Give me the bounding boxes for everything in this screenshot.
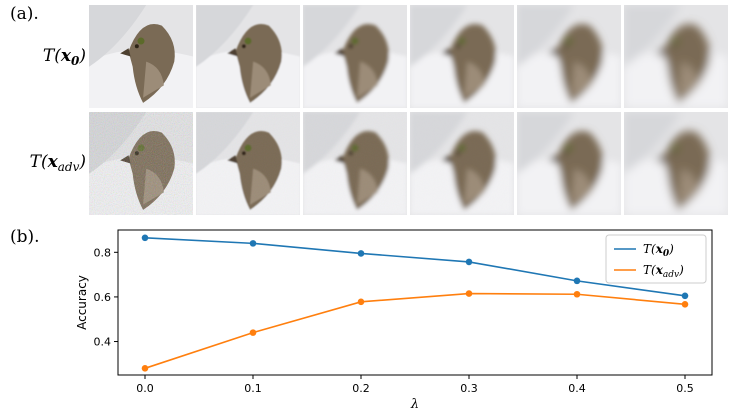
thumbnail-clean-2: [303, 5, 407, 108]
data-point-0-0: [141, 234, 149, 242]
plot-frame: [117, 229, 713, 376]
x-tick-label: 0.2: [352, 382, 370, 395]
thumbnail-adversarial-1: [196, 112, 300, 215]
thumbnail-adversarial-3: [410, 112, 514, 215]
data-point-1-4: [573, 290, 581, 298]
legend-label-0: T(x0): [643, 242, 674, 259]
y-tick-label: 0.4: [94, 336, 112, 349]
x-tick-label: 0.3: [460, 382, 478, 395]
thumbnail-adversarial-2: [303, 112, 407, 215]
data-point-1-0: [141, 365, 149, 372]
legend: T(x0) T(xadv): [605, 234, 707, 284]
thumbnail-adversarial-5: [624, 112, 728, 215]
thumbnail-clean-0: [89, 5, 193, 108]
y-tick-label: 0.6: [94, 291, 112, 304]
accuracy-chart: 0.0 0.1 0.2 0.3 0.4 0.5 0.40.60.8 λ Accuracy …: [75, 229, 713, 410]
series-line-1: [144, 292, 686, 370]
data-point-1-5: [681, 300, 689, 308]
row-label-adversarial: T(xadv): [29, 152, 86, 174]
data-point-0-5: [681, 292, 689, 300]
image-grid: [89, 5, 728, 215]
data-point-1-2: [357, 298, 365, 306]
data-point-1-3: [465, 290, 473, 297]
thumbnail-adversarial-4: [517, 112, 621, 215]
panel-b-label: (b).: [10, 227, 40, 247]
series-line-0: [144, 237, 686, 297]
legend-label-1: T(xadv): [643, 263, 684, 280]
thumbnail-clean-3: [410, 5, 514, 108]
data-point-0-3: [465, 258, 473, 266]
x-axis-label: λ: [410, 397, 419, 410]
x-tick-label: 0.0: [136, 382, 154, 395]
row-label-clean: T(x0): [42, 46, 86, 68]
x-tick-label: 0.1: [244, 382, 262, 395]
thumbnail-clean-5: [624, 5, 728, 108]
thumbnail-clean-1: [196, 5, 300, 108]
panel-a-label: (a).: [10, 4, 39, 24]
data-point-1-1: [249, 329, 257, 336]
x-tick-label: 0.4: [568, 382, 586, 395]
y-tick-label: 0.8: [94, 246, 112, 259]
thumbnail-adversarial-0: [89, 112, 193, 215]
thumbnail-clean-4: [517, 5, 621, 108]
data-point-0-2: [357, 250, 365, 257]
data-point-0-1: [249, 240, 257, 247]
legend-box: [605, 234, 707, 284]
x-tick-label: 0.5: [676, 382, 694, 395]
y-axis-label: Accuracy: [75, 275, 89, 330]
data-point-0-4: [573, 277, 581, 285]
